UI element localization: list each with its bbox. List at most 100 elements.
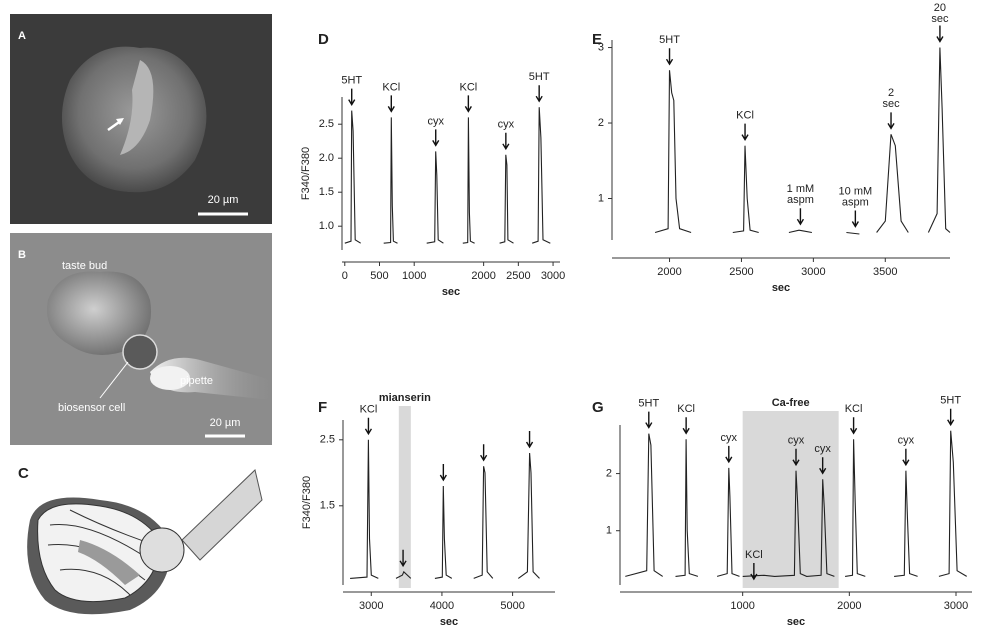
panel-label: F [318, 399, 327, 416]
annotation-arrow [819, 457, 827, 475]
annotation-arrow [665, 48, 674, 66]
x-tick-label: 2500 [729, 266, 753, 278]
annotation-arrow [387, 95, 395, 113]
panel-label: B [18, 249, 26, 261]
scale-label: 20 µm [208, 194, 239, 206]
annotation-arrow [936, 25, 944, 43]
y-tick-label: 1.0 [319, 220, 334, 232]
panel-label: D [318, 31, 329, 48]
y-tick-label: 3 [598, 41, 604, 53]
image-panel-a: A 20 µm [10, 14, 272, 224]
y-tick-label: 2.0 [319, 152, 334, 164]
panel-label: E [592, 31, 602, 48]
annotation-label: 10 mM [839, 185, 873, 197]
annotation-arrow [796, 208, 805, 226]
annotation-label: sec [882, 98, 900, 110]
x-axis-label: sec [772, 282, 790, 294]
annotation-label: sec [931, 13, 949, 25]
annotation-label: 1 mM [787, 183, 815, 195]
annotation-label: 5HT [638, 397, 659, 409]
annotation-arrow [792, 448, 800, 467]
annotation-arrow [535, 85, 543, 103]
annotation-label: 5HT [341, 75, 362, 87]
annotation-arrow [348, 88, 356, 106]
y-axis-label: F340/F380 [300, 147, 312, 200]
y-tick-label: 2.5 [320, 434, 335, 446]
x-tick-label: 500 [370, 270, 388, 282]
diagram-panel-c: C [18, 465, 263, 615]
y-axis-label: F340/F380 [301, 476, 313, 529]
annotation: taste bud [62, 260, 107, 272]
annotation-label: KCl [745, 549, 763, 561]
x-tick-label: 3000 [359, 600, 383, 612]
x-tick-label: 3000 [801, 266, 825, 278]
x-tick-label: 1000 [730, 600, 754, 612]
pipette-tip [150, 366, 190, 390]
shaded-region [398, 406, 411, 588]
taste-bud [46, 271, 152, 355]
annotation-arrow [645, 411, 653, 429]
annotation-label: 5HT [529, 71, 550, 83]
annotation-label: cyx [498, 119, 515, 131]
x-axis-label: sec [442, 286, 460, 298]
x-tick-label: 1000 [402, 270, 426, 282]
trace [350, 439, 540, 579]
annotation-arrow [364, 417, 373, 436]
y-tick-label: 1 [598, 192, 604, 204]
x-tick-label: 5000 [500, 600, 524, 612]
annotation-label: cyx [898, 435, 915, 447]
x-tick-label: 3000 [944, 600, 968, 612]
y-tick-label: 2 [606, 467, 612, 479]
annotation-arrow [682, 417, 690, 435]
annotation-label: KCl [360, 404, 378, 416]
x-axis-label: sec [787, 616, 805, 628]
annotation-arrow [502, 132, 510, 151]
shade-label: mianserin [379, 392, 431, 404]
x-tick-label: 3000 [541, 270, 565, 282]
cell-shading [78, 540, 140, 585]
annotation: biosensor cell [58, 402, 125, 414]
annotation-arrow [741, 123, 749, 142]
cell-feature [120, 60, 154, 155]
annotation-label: aspm [787, 194, 814, 206]
annotation-arrow [849, 417, 858, 435]
annotation-label: cyx [788, 435, 805, 447]
y-tick-label: 1.5 [320, 500, 335, 512]
chart: D 1.0 1.5 2.0 2.5 0 500 1000 2000 2500 3000 sec F340… [300, 31, 565, 298]
annotation-arrow [725, 445, 733, 464]
annotation-label: KCl [459, 81, 477, 93]
x-tick-label: 4000 [430, 600, 454, 612]
y-tick-label: 2 [598, 117, 604, 129]
trace [344, 107, 551, 244]
pointer-arrow-head [116, 118, 124, 125]
biosensor-cell [139, 527, 185, 573]
annotation-arrow [947, 408, 955, 427]
trace [654, 47, 951, 235]
annotation-label: 20 [934, 2, 946, 14]
annotation-arrow [887, 112, 895, 130]
annotation-arrow [902, 448, 910, 467]
annotation-label: KCl [845, 403, 863, 415]
panel-label: G [592, 399, 604, 416]
x-tick-label: 0 [342, 270, 348, 282]
annotation-label: cyx [427, 115, 444, 127]
chart: G Ca-free 1 2 1000 2000 3000 sec 5HT KCl cyx KCl cyx… [592, 395, 972, 628]
annotation-label: KCl [382, 81, 400, 93]
annotation-arrow [464, 95, 472, 113]
annotation-label: 5HT [659, 34, 680, 46]
x-tick-label: 2000 [657, 266, 681, 278]
x-tick-label: 2000 [837, 600, 861, 612]
annotation: pipette [180, 375, 213, 387]
panel-label: C [18, 465, 29, 482]
annotation-arrow [439, 464, 447, 482]
pipette [181, 469, 263, 561]
y-tick-label: 2.5 [319, 118, 334, 130]
annotation-label: cyx [814, 443, 831, 455]
image-panel-b: B taste bud pipette biosensor cell 20 µm [10, 233, 272, 445]
annotation-arrow [480, 444, 488, 462]
annotation-arrow [750, 563, 758, 581]
y-tick-label: 1 [606, 525, 612, 537]
annotation-label: KCl [736, 110, 754, 122]
